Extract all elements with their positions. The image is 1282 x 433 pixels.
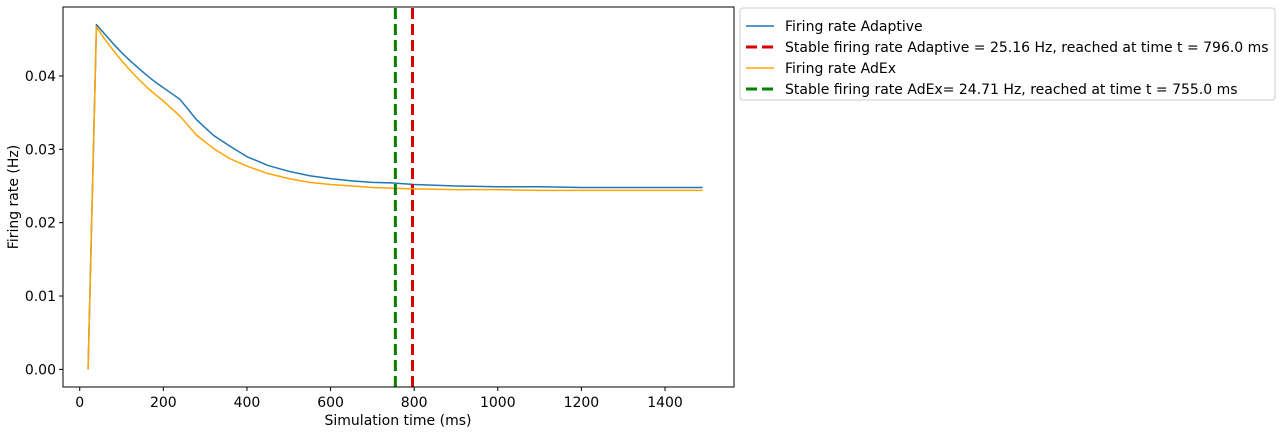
plot-area: 0 200 400 600 800 1000 1200 1400 0.000.010.020.…	[25, 6, 735, 411]
y-tick-label: 0.01	[25, 289, 56, 305]
legend-label-4: Stable firing rate AdEx= 24.71 Hz, reach…	[785, 82, 1238, 98]
x-axis-ticks: 0 200 400 600 800 1000 1200 1400	[75, 387, 683, 411]
legend-entries: Firing rate Adaptive Stable firing rate A…	[746, 19, 1269, 98]
x-tick-label: 200	[150, 395, 177, 411]
series-line-1	[87, 23, 703, 370]
y-axis-label: Firing rate (Hz)	[6, 145, 22, 249]
x-axis-label: Simulation time (ms)	[325, 413, 472, 429]
legend-label-3: Firing rate AdEx	[785, 61, 896, 77]
x-tick-label: 600	[317, 395, 344, 411]
y-axis-ticks: 0.00 0.01 0.02 0.03 0.04	[25, 69, 63, 378]
y-tick-label: 0.04	[25, 69, 56, 85]
legend: Firing rate Adaptive Stable firing rate A…	[739, 7, 1276, 101]
legend-label-1: Firing rate Adaptive	[785, 19, 923, 35]
x-tick-label: 400	[234, 395, 261, 411]
x-tick-label: 1400	[647, 395, 683, 411]
legend-label-2: Stable firing rate Adaptive = 25.16 Hz, …	[785, 40, 1269, 56]
x-tick-label: 800	[401, 395, 428, 411]
y-tick-label: 0.03	[25, 142, 56, 158]
y-tick-label: 0.00	[25, 362, 56, 378]
axes-frame	[62, 6, 735, 388]
x-tick-label: 0	[75, 395, 84, 411]
legend-frame	[739, 7, 1276, 101]
y-tick-label: 0.02	[25, 216, 56, 232]
x-tick-label: 1000	[480, 395, 516, 411]
series-layer	[87, 7, 703, 387]
series-line-3	[87, 26, 703, 370]
x-tick-label: 1200	[564, 395, 600, 411]
